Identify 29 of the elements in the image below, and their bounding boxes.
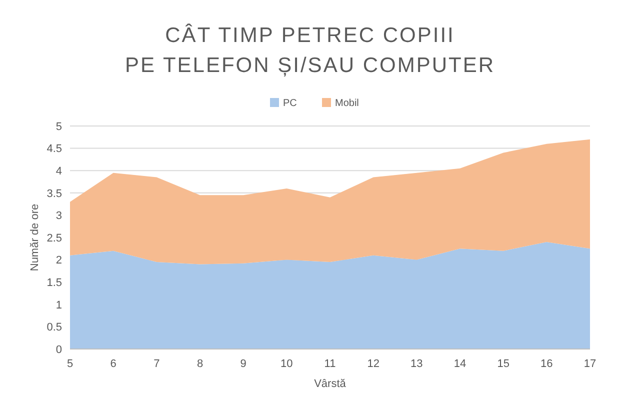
y-tick-label: 2.5 bbox=[46, 232, 62, 244]
y-axis-title: Număr de ore bbox=[29, 204, 41, 272]
legend-label: Mobil bbox=[335, 98, 359, 109]
y-tick-label: 3 bbox=[56, 210, 62, 222]
y-tick-label: 4.5 bbox=[46, 143, 62, 156]
x-tick-label: 6 bbox=[110, 358, 116, 370]
x-tick-label: 17 bbox=[584, 358, 596, 370]
y-tick-label: 3.5 bbox=[46, 188, 62, 200]
x-tick-label: 16 bbox=[540, 358, 553, 370]
y-tick-label: 2 bbox=[56, 254, 62, 267]
x-tick-label: 9 bbox=[240, 358, 246, 370]
x-axis-title: Vârstă bbox=[314, 378, 347, 390]
x-tick-label: 8 bbox=[196, 358, 204, 370]
x-tick-label: 10 bbox=[280, 358, 293, 370]
chart-title: CÂT TIMP PETREC COPIII PE TELEFON ȘI/SAU COMPUTER bbox=[124, 23, 496, 77]
y-tick-label: 1.5 bbox=[46, 276, 62, 289]
x-tick-label: 7 bbox=[154, 358, 160, 370]
legend-label: PC bbox=[283, 98, 297, 109]
y-tick-label: 0 bbox=[56, 344, 62, 356]
x-tick-label: 15 bbox=[497, 358, 510, 370]
y-tick-label: 0.5 bbox=[46, 322, 62, 334]
x-tick-label: 5 bbox=[66, 358, 74, 370]
y-tick-label: 5 bbox=[56, 120, 62, 133]
y-tick-label: 1 bbox=[56, 299, 62, 312]
x-tick-label: 14 bbox=[454, 358, 466, 370]
x-tick-label: 13 bbox=[410, 358, 423, 370]
y-tick-label: 4 bbox=[56, 165, 62, 178]
x-tick-label: 12 bbox=[367, 358, 380, 370]
x-tick-label: 11 bbox=[324, 358, 336, 370]
